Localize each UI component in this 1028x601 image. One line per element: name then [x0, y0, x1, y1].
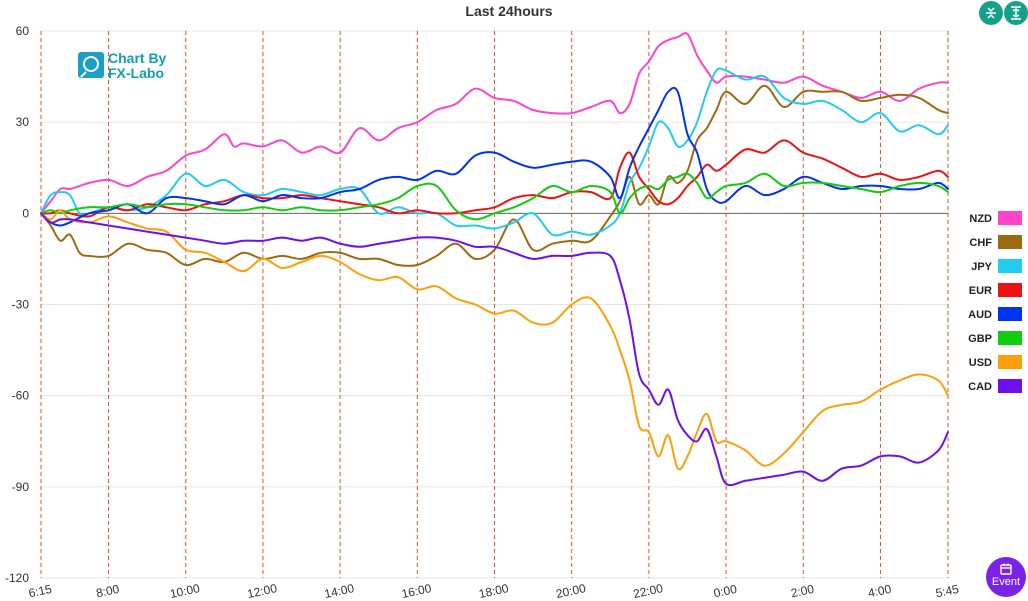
expand-vertical-button[interactable] — [1004, 1, 1028, 25]
chart-title: Last 24hours — [465, 3, 552, 19]
split-vertical-icon — [986, 7, 996, 19]
y-tick-label: 0 — [22, 206, 29, 220]
legend-item-jpy[interactable]: JPY — [971, 259, 1022, 273]
series-line-jpy — [40, 67, 949, 237]
x-tick-label: 22:00 — [632, 581, 665, 601]
legend-item-aud[interactable]: AUD — [968, 307, 1022, 321]
y-tick-label: -120 — [5, 571, 29, 585]
legend-swatch — [998, 211, 1022, 225]
legend-item-gbp[interactable]: GBP — [968, 331, 1022, 345]
x-axis: 6:15 8:00 10:00 12:00 14:00 16:00 18:00 20:00 22… — [27, 581, 960, 601]
legend-item-nzd[interactable]: NZD — [969, 211, 1022, 225]
expand-vertical-icon — [1011, 6, 1021, 20]
series-line-usd — [40, 209, 949, 471]
legend-label: CHF — [969, 237, 992, 249]
x-tick-label: 14:00 — [323, 581, 356, 601]
x-tick-label: 4:00 — [867, 582, 893, 601]
x-tick-label: 12:00 — [246, 581, 279, 601]
x-tick-label: 18:00 — [478, 581, 511, 601]
legend-swatch — [998, 259, 1022, 273]
logo-magnifier — [83, 56, 99, 72]
x-tick-label: 6:15 — [27, 582, 53, 601]
y-axis: 60 30 0 -30 -60 -90 -120 — [5, 24, 29, 585]
series-lines — [40, 32, 949, 487]
legend-label: CAD — [968, 381, 992, 393]
series-line-chf — [40, 84, 949, 267]
legend-swatch — [998, 235, 1022, 249]
legend-swatch — [998, 355, 1022, 369]
x-tick-label: 8:00 — [95, 582, 121, 601]
y-tick-label: 30 — [16, 115, 30, 129]
hour-markers — [40, 31, 949, 578]
event-button[interactable]: Event — [986, 557, 1026, 597]
x-tick-label: 16:00 — [400, 581, 433, 601]
legend-item-eur[interactable]: EUR — [969, 283, 1022, 297]
x-tick-label: 20:00 — [555, 581, 588, 601]
x-tick-label: 5:45 — [934, 582, 960, 601]
legend-item-cad[interactable]: CAD — [968, 379, 1022, 393]
x-tick-label: 2:00 — [790, 582, 816, 601]
series-line-cad — [40, 212, 949, 487]
y-tick-label: -90 — [12, 480, 30, 494]
legend[interactable]: NZD CHF JPY EUR AUD GBP USD CAD — [968, 211, 1022, 393]
legend-label: NZD — [969, 213, 992, 225]
legend-item-chf[interactable]: CHF — [969, 235, 1022, 249]
series-line-eur — [40, 139, 949, 218]
y-tick-label: 60 — [16, 24, 30, 38]
split-vertical-button[interactable] — [979, 1, 1003, 25]
legend-label: USD — [969, 357, 992, 369]
x-tick-label: 10:00 — [169, 581, 202, 601]
watermark-line2: FX-Labo — [108, 65, 164, 81]
event-button-label: Event — [991, 576, 1021, 588]
y-tick-label: -60 — [12, 389, 30, 403]
series-line-nzd — [40, 32, 949, 215]
legend-swatch — [998, 307, 1022, 321]
legend-label: JPY — [971, 261, 992, 273]
legend-item-usd[interactable]: USD — [969, 355, 1022, 369]
legend-label: EUR — [969, 285, 992, 297]
legend-swatch — [998, 283, 1022, 297]
y-tick-label: -30 — [12, 298, 30, 312]
watermark-line1: Chart By — [108, 50, 167, 66]
legend-swatch — [998, 379, 1022, 393]
series-line-aud — [40, 86, 949, 227]
legend-label: GBP — [968, 333, 992, 345]
legend-label: AUD — [968, 309, 992, 321]
watermark-logo: Chart By FX-Labo — [78, 50, 167, 81]
logo-handle — [80, 71, 87, 78]
series-line-gbp — [40, 172, 949, 221]
legend-swatch — [998, 331, 1022, 345]
chart-logo-icon — [78, 52, 104, 78]
x-tick-label: 0:00 — [712, 582, 738, 601]
calendar-icon — [1000, 563, 1012, 575]
